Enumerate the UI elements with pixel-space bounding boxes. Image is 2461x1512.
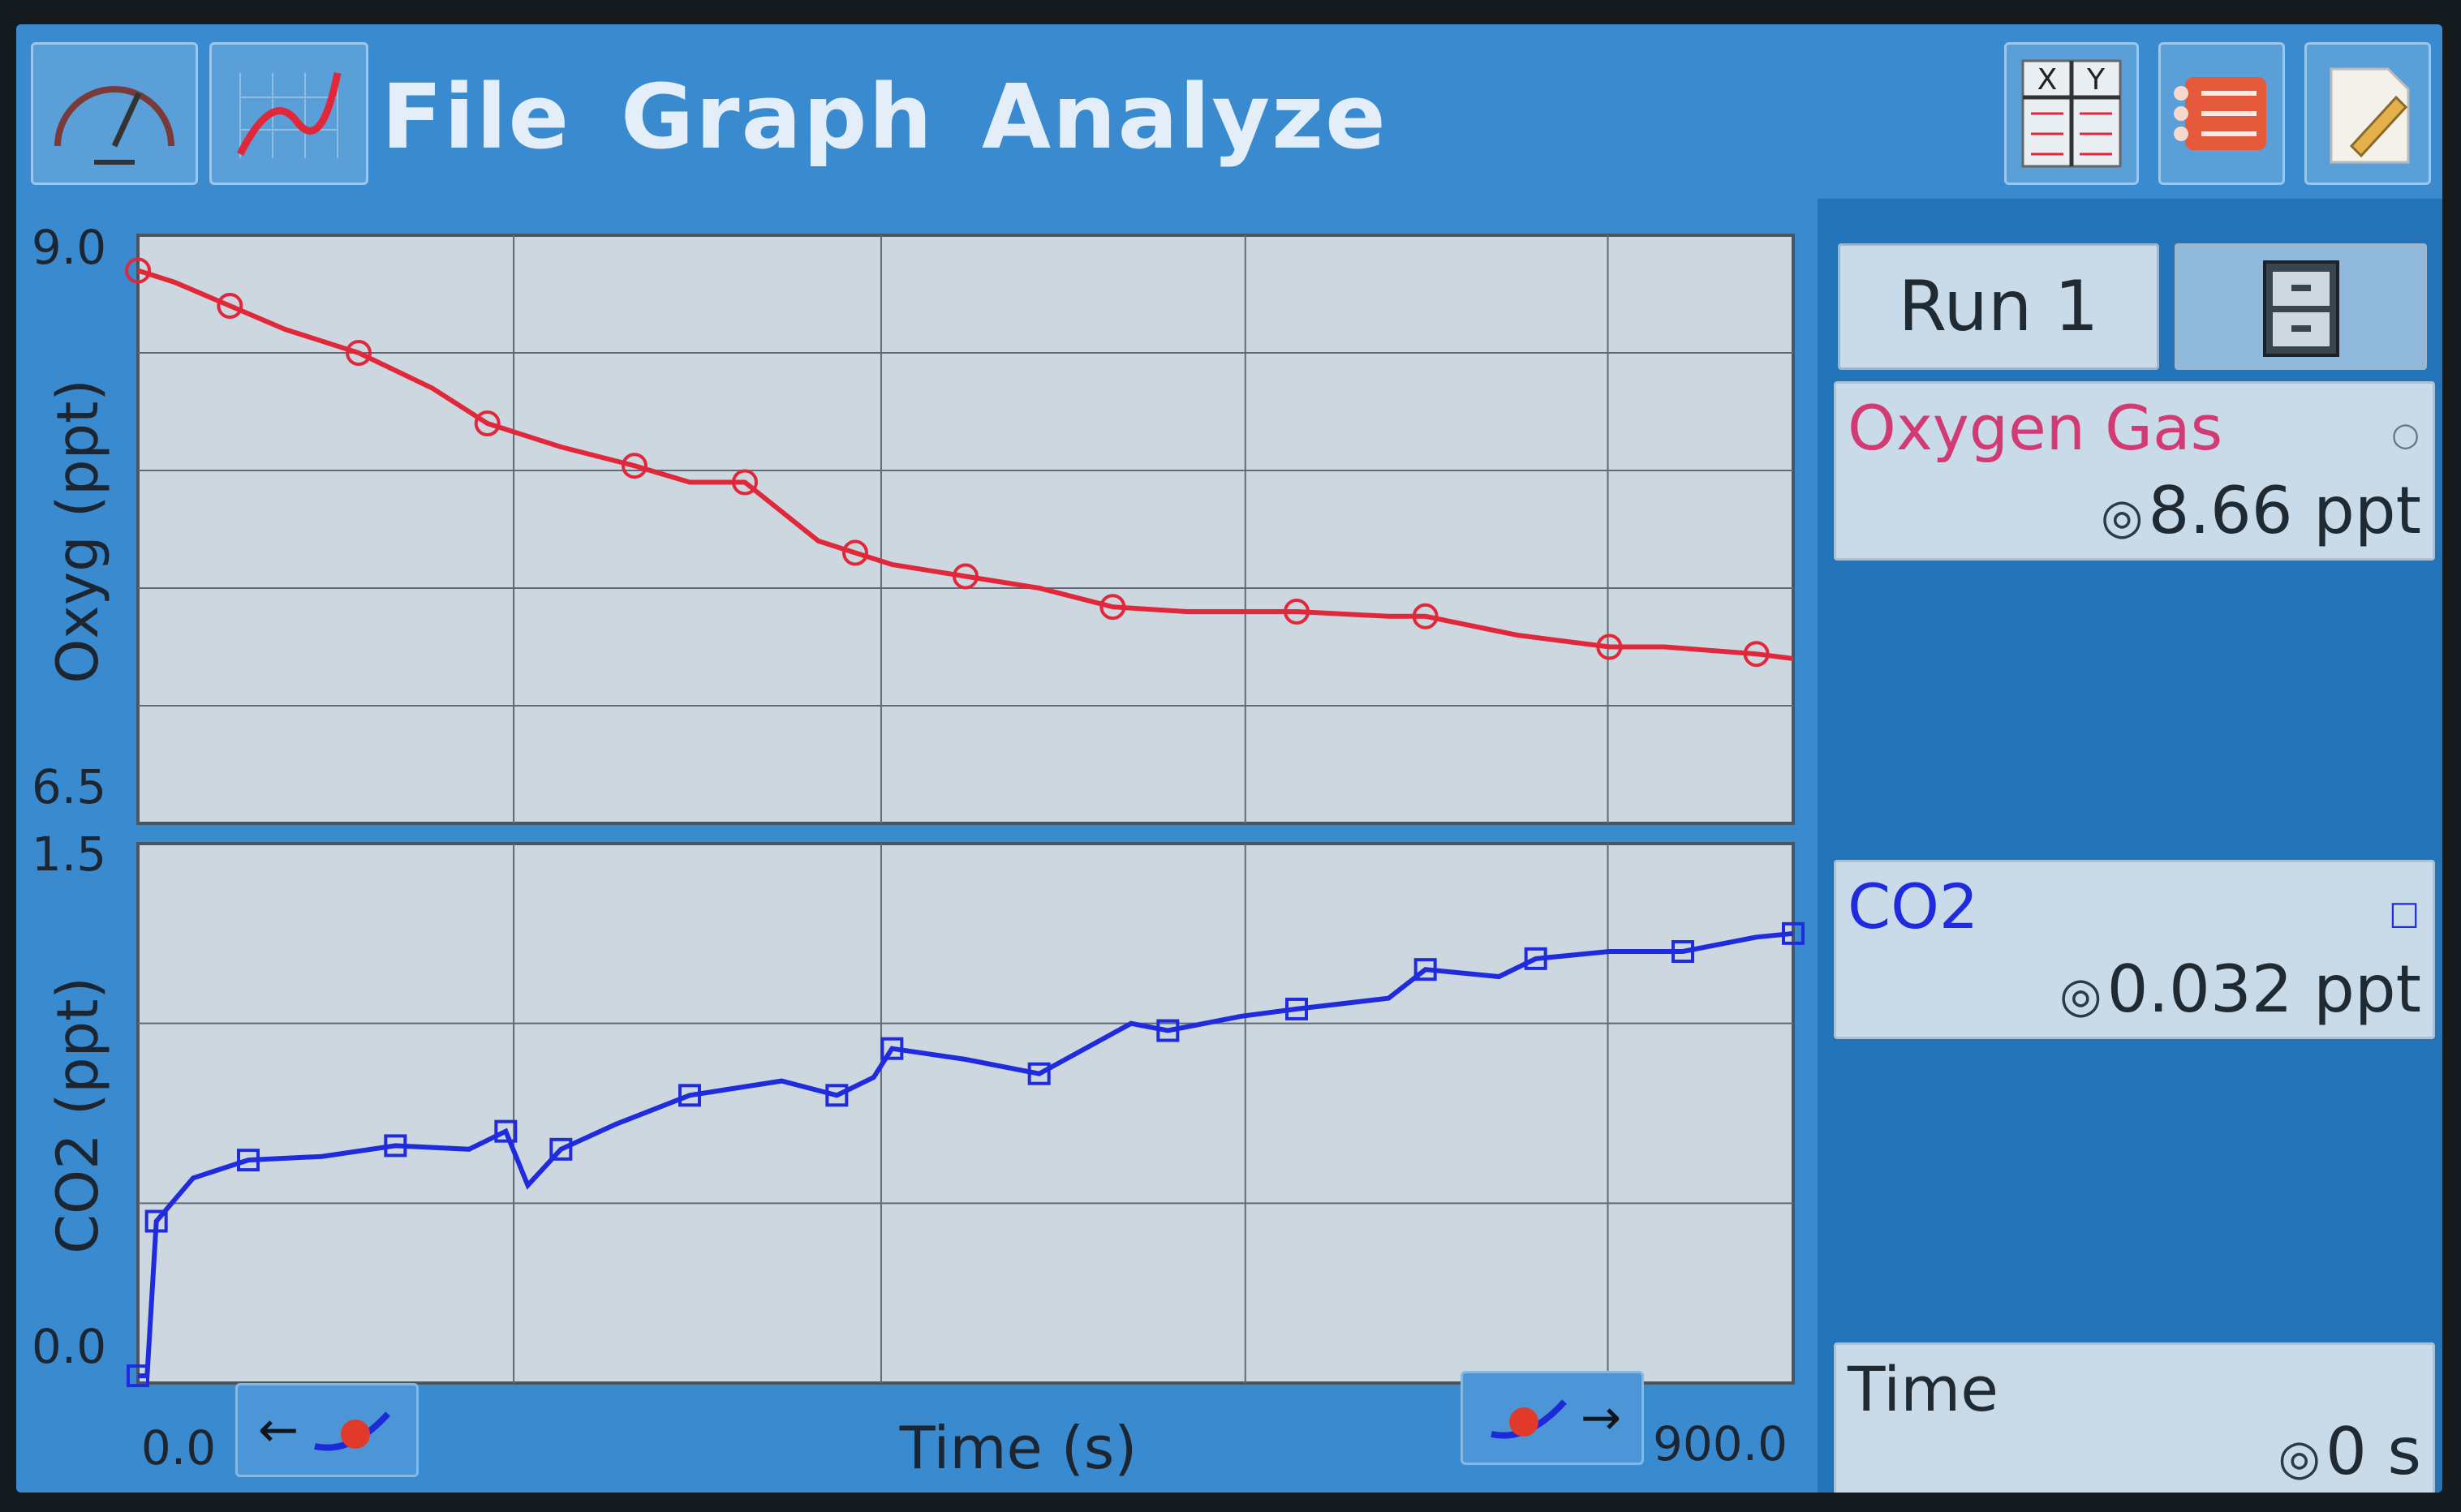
co2-data-point <box>237 1149 260 1172</box>
co2-data-point <box>825 1084 849 1107</box>
co2-data-point <box>678 1084 701 1107</box>
co2-meter-value: 0.032 ppt <box>2106 951 2421 1027</box>
oxygen-data-point <box>1743 641 1770 668</box>
co2-data-point <box>1524 947 1547 970</box>
graph-icon <box>236 72 342 158</box>
oxygen-meter-value-wrap: ◎8.66 ppt <box>2101 473 2421 548</box>
co2-ymax-label: 1.5 <box>32 827 106 882</box>
co2-ymin-label: 0.0 <box>32 1319 106 1374</box>
co2-data-point <box>384 1134 407 1158</box>
co2-plot-frame[interactable] <box>136 842 1795 1385</box>
co2-data-point <box>549 1137 573 1161</box>
pan-handle-icon <box>1490 1399 1567 1439</box>
menu-analyze[interactable]: Analyze <box>982 65 1388 169</box>
oxygen-meter-name: Oxygen Gas <box>1848 392 2223 464</box>
menu-bar: File Graph Analyze X Y <box>16 24 2442 199</box>
co2-data-point <box>1782 921 1805 945</box>
scroll-right-button[interactable]: → <box>1461 1371 1644 1465</box>
oxygen-data-point <box>1412 603 1439 629</box>
co2-series-line <box>138 930 1794 1379</box>
oxygen-data-point <box>474 410 501 436</box>
target-icon: ◎ <box>2059 967 2102 1024</box>
y-column-label: Y <box>2086 63 2106 97</box>
menu-file[interactable]: File <box>381 65 571 169</box>
oxygen-marker-icon: ○ <box>2391 416 2420 453</box>
file-cabinet-icon <box>2262 260 2339 357</box>
meter-view-button[interactable] <box>31 42 198 185</box>
list-view-button[interactable] <box>2158 42 2285 185</box>
co2-data-point <box>1156 1019 1180 1042</box>
time-meter[interactable]: Time ◎0 s <box>1834 1342 2435 1493</box>
oxygen-meter[interactable]: Oxygen Gas ○ ◎8.66 ppt <box>1834 381 2435 561</box>
x-axis-label: Time (s) <box>899 1414 1138 1482</box>
oxygen-data-point <box>125 257 151 284</box>
target-icon: ◎ <box>2278 1429 2321 1486</box>
pan-handle-icon <box>314 1411 391 1451</box>
co2-data-point <box>1027 1062 1051 1085</box>
target-icon: ◎ <box>2101 488 2144 545</box>
oxygen-data-point <box>346 340 372 366</box>
x-min-label: 0.0 <box>141 1420 216 1475</box>
right-arrow-icon: → <box>1580 1390 1622 1446</box>
oxygen-data-point <box>842 539 868 566</box>
oxygen-plot-frame[interactable] <box>136 234 1795 825</box>
list-icon <box>2174 77 2266 150</box>
co2-data-point <box>1672 940 1694 963</box>
run-select-button[interactable]: Run 1 <box>1838 243 2159 370</box>
left-arrow-icon: ← <box>257 1402 299 1458</box>
graph-area: 9.0 6.5 Oxyg (ppt) 1.5 0.0 CO2 (ppt) 0.0… <box>16 199 1818 1493</box>
co2-data-point <box>494 1119 518 1143</box>
oxygen-data-point <box>217 293 243 319</box>
notes-button[interactable] <box>2304 42 2431 185</box>
table-view-button[interactable]: X Y <box>2004 42 2139 185</box>
co2-marker-icon: □ <box>2389 895 2420 932</box>
oxygen-ymax-label: 9.0 <box>32 220 106 275</box>
scroll-left-button[interactable]: ← <box>235 1383 419 1477</box>
oxygen-meter-value: 8.66 ppt <box>2148 473 2421 548</box>
time-meter-value: 0 s <box>2325 1414 2421 1489</box>
gauge-icon <box>54 86 174 165</box>
co2-data-point <box>1413 958 1437 982</box>
graph-view-button[interactable] <box>209 42 368 185</box>
oxygen-ylabel: Oxyg (ppt) <box>45 379 111 684</box>
co2-meter-name: CO2 <box>1848 870 1979 943</box>
side-panel: Run 1 Oxygen Gas ○ ◎8.66 ppt CO2 □ ◎0.03… <box>1818 199 2442 1493</box>
xy-table-icon: X Y <box>2021 59 2122 168</box>
co2-meter-value-wrap: ◎0.032 ppt <box>2059 951 2421 1027</box>
co2-data-point <box>127 1364 149 1388</box>
co2-data-point <box>880 1037 904 1060</box>
notes-icon <box>2330 67 2410 164</box>
time-meter-value-wrap: ◎0 s <box>2278 1414 2421 1489</box>
oxygen-data-point <box>953 563 979 590</box>
oxygen-data-point <box>1099 594 1126 621</box>
co2-ylabel: CO2 (ppt) <box>45 977 111 1254</box>
graph-svg: 9.0 6.5 Oxyg (ppt) 1.5 0.0 CO2 (ppt) 0.0… <box>32 220 1805 1482</box>
co2-data-point <box>1285 997 1308 1020</box>
oxygen-data-point <box>1596 634 1623 660</box>
sparkvue-screen: File Graph Analyze X Y <box>16 24 2442 1493</box>
save-button[interactable] <box>2175 243 2427 370</box>
oxygen-ymin-label: 6.5 <box>32 759 106 814</box>
oxygen-data-point <box>732 469 758 496</box>
oxygen-data-point <box>1284 599 1310 625</box>
oxygen-series-line <box>137 268 1794 661</box>
co2-data-point <box>144 1209 168 1233</box>
co2-meter[interactable]: CO2 □ ◎0.032 ppt <box>1834 860 2435 1039</box>
oxygen-data-point <box>622 453 648 479</box>
menu-graph[interactable]: Graph <box>621 65 934 169</box>
time-meter-name: Time <box>1848 1353 1998 1425</box>
x-column-label: X <box>2037 63 2058 97</box>
x-max-label: 900.0 <box>1653 1416 1788 1471</box>
